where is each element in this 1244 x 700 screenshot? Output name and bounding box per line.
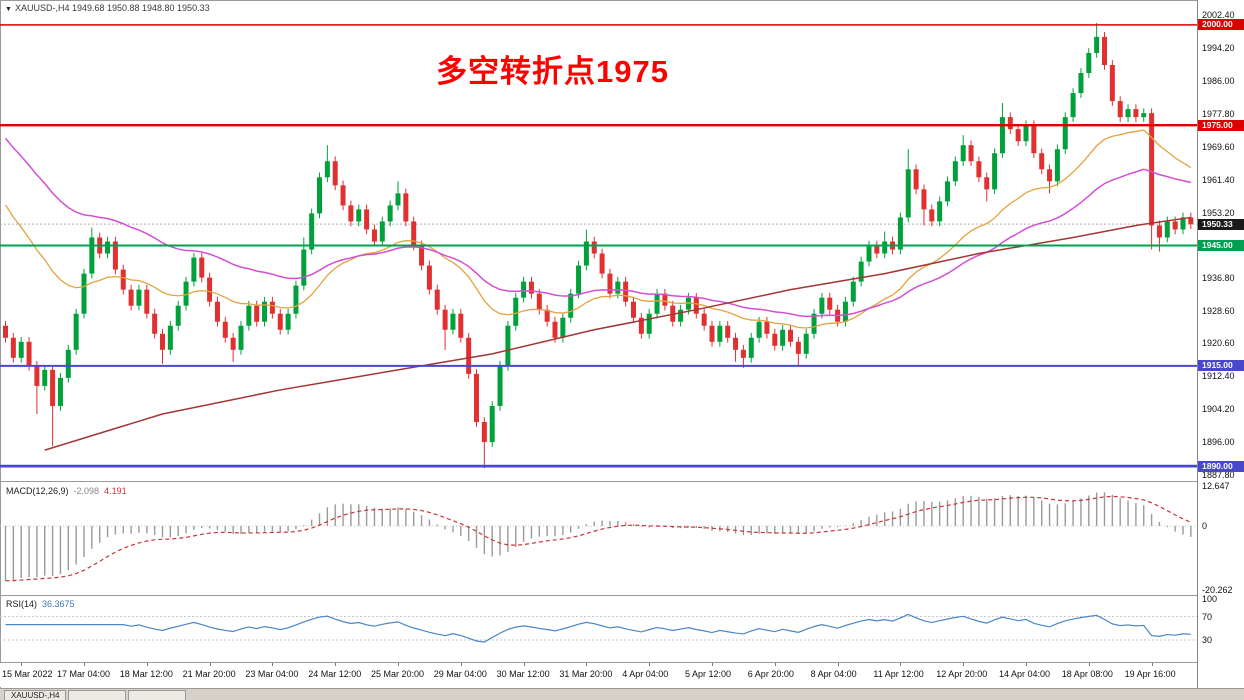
time-tick	[335, 663, 337, 666]
time-tick	[523, 663, 525, 666]
chart-annotation: 多空转折点1975	[436, 54, 669, 89]
ma-magenta	[4, 137, 1192, 318]
moving-average-lines[interactable]	[4, 129, 1192, 451]
time-tick	[398, 663, 399, 666]
chart-tab[interactable]	[128, 690, 187, 700]
axis-tick-label: 70	[1202, 611, 1213, 622]
price-axis[interactable]: 2002.40 1994.20 1986.00 1977.80 1969.60 1961.…	[1197, 0, 1244, 700]
axis-tick-label: 1969.60	[1202, 141, 1235, 152]
axis-tick-label: 1904.20	[1202, 404, 1235, 415]
time-tick	[209, 663, 211, 666]
time-tick	[586, 663, 588, 666]
rsi-indicator-label: RSI(14) 36.3675	[6, 599, 75, 609]
panel-divider[interactable]	[0, 595, 1244, 596]
time-axis-label: 25 Mar 20:00	[371, 669, 425, 679]
axis-tick-label: 1961.40	[1202, 174, 1235, 185]
ma-darkred	[44, 216, 1191, 451]
macd-indicator-label: MACD(12,26,9) -2.098 4.191	[6, 486, 127, 496]
axis-tick-label: 1953.20	[1202, 207, 1235, 218]
rsi-panel-canvas[interactable]	[0, 596, 1197, 662]
rsi-name: RSI(14)	[6, 599, 38, 609]
collapse-arrow-icon[interactable]: ▼	[5, 6, 12, 13]
rsi-value: 36.3675	[42, 599, 75, 609]
time-tick	[1026, 663, 1027, 666]
time-axis-label: 14 Apr 04:00	[999, 669, 1051, 679]
time-axis-label: 6 Apr 20:00	[747, 669, 794, 679]
horizontal-level-lines[interactable]	[0, 24, 1197, 468]
time-tick	[774, 663, 776, 666]
time-axis-label: 29 Mar 04:00	[433, 669, 487, 679]
time-axis-label: 4 Apr 04:00	[622, 669, 669, 679]
time-tick	[837, 663, 839, 666]
axis-tick-label: 1928.60	[1202, 306, 1235, 317]
time-axis-label: 18 Mar 12:00	[119, 669, 173, 679]
time-axis-label: 30 Mar 12:00	[496, 669, 550, 679]
price-level-badge: 1945.00	[1198, 240, 1244, 251]
time-tick	[1088, 663, 1090, 666]
price-level-badge: 1915.00	[1198, 360, 1244, 372]
time-axis[interactable]: 15 Mar 2022 17 Mar 04:00 18 Mar 12:00 21 Ma…	[0, 663, 1197, 687]
time-tick	[146, 663, 148, 666]
time-tick	[1151, 663, 1153, 666]
price-chart-canvas[interactable]	[0, 0, 1197, 481]
time-tick	[460, 663, 462, 666]
axis-tick-label: 0	[1202, 520, 1208, 531]
chart-tab[interactable]: XAUUSD-,H4	[4, 690, 67, 700]
axis-tick-label: 1986.00	[1202, 76, 1235, 87]
axis-tick-label: -20.262	[1202, 584, 1233, 595]
time-axis-label: 5 Apr 12:00	[685, 669, 732, 679]
time-tick	[712, 663, 713, 666]
price-level-badge: 1890.00	[1198, 460, 1244, 472]
time-axis-label: 23 Mar 04:00	[245, 669, 299, 679]
macd-signal-line[interactable]	[5, 495, 1192, 582]
time-tick	[21, 663, 23, 666]
rsi-line[interactable]	[5, 613, 1191, 643]
axis-tick-label: 1887.80	[1202, 469, 1235, 480]
time-axis-label: 8 Apr 04:00	[810, 669, 857, 679]
axis-tick-label: 1977.80	[1202, 108, 1235, 119]
symbol-ohlc-text: XAUUSD-,H4 1949.68 1950.88 1948.80 1950.…	[14, 3, 210, 13]
time-axis-label: 11 Apr 12:00	[873, 669, 924, 679]
time-axis-label: 18 Apr 08:00	[1061, 669, 1113, 679]
axis-tick-label: 1920.60	[1202, 338, 1235, 349]
price-level-badge: 1950.33	[1198, 218, 1244, 230]
time-axis-label: 19 Apr 16:00	[1124, 669, 1176, 679]
axis-tick-label: 100	[1202, 594, 1218, 604]
time-axis-label: 24 Mar 12:00	[308, 669, 362, 679]
price-level-badge: 2000.00	[1198, 19, 1244, 31]
bottom-tab-bar: XAUUSD-,H4	[0, 688, 1244, 700]
ma-orange	[4, 129, 1192, 329]
axis-tick-label: 1936.80	[1202, 273, 1235, 284]
macd-name: MACD(12,26,9)	[6, 486, 69, 496]
rsi-level-lines[interactable]	[0, 616, 1197, 641]
macd-histogram[interactable]	[4, 492, 1192, 581]
time-axis-label: 15 Mar 2022	[2, 669, 53, 679]
time-tick	[963, 663, 965, 666]
axis-tick-label: 12.647	[1202, 481, 1230, 492]
axis-tick-label: 1896.00	[1202, 437, 1235, 448]
time-tick	[84, 663, 85, 666]
panel-divider[interactable]	[0, 481, 1244, 482]
panel-divider[interactable]	[0, 662, 1244, 663]
candles[interactable]	[3, 22, 1194, 469]
time-tick	[272, 663, 274, 666]
price-level-badge: 1975.00	[1198, 119, 1244, 131]
time-tick	[900, 663, 902, 666]
symbol-ohlc-header: ▼ XAUUSD-,H4 1949.68 1950.88 1948.80 1950…	[5, 3, 210, 13]
axis-tick-label: 2002.40	[1202, 10, 1235, 21]
axis-tick-label: 1994.20	[1202, 43, 1235, 54]
time-axis-label: 17 Mar 04:00	[57, 669, 111, 679]
time-axis-label: 31 Mar 20:00	[559, 669, 613, 679]
chart-tab[interactable]	[68, 690, 127, 700]
macd-signal-value: 4.191	[104, 486, 127, 496]
axis-tick-label: 1912.40	[1202, 371, 1235, 382]
macd-panel-canvas[interactable]	[0, 482, 1197, 595]
axis-tick-label: 30	[1202, 634, 1213, 645]
chart-column: ▼ XAUUSD-,H4 1949.68 1950.88 1948.80 1950…	[0, 0, 1197, 687]
time-tick	[649, 663, 651, 666]
time-axis-label: 12 Apr 20:00	[936, 669, 988, 679]
time-axis-label: 21 Mar 20:00	[182, 669, 236, 679]
macd-main-value: -2.098	[73, 486, 100, 496]
